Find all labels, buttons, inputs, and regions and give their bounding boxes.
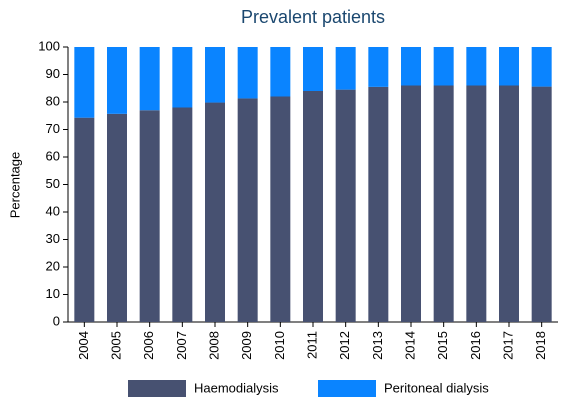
bar-segment (107, 47, 127, 114)
bar-segment (237, 98, 258, 322)
y-tick-label: 100 (38, 38, 60, 53)
x-tick-label: 2004 (76, 331, 91, 360)
y-tick-label: 50 (46, 176, 60, 191)
bar-segment (205, 102, 225, 322)
x-tick-label: 2016 (468, 331, 483, 360)
y-tick-label: 90 (46, 66, 60, 81)
bar-segment (270, 47, 291, 97)
x-tick-label: 2010 (272, 331, 287, 360)
bar-segment (433, 85, 454, 322)
legend-label: Haemodialysis (194, 380, 279, 395)
legend-swatch (128, 380, 186, 397)
x-tick-label: 2007 (174, 331, 189, 360)
x-tick-label: 2013 (370, 331, 385, 360)
bar-segment (74, 117, 95, 322)
y-tick-label: 80 (46, 93, 60, 108)
x-tick-label: 2009 (239, 331, 254, 360)
x-tick-label: 2018 (533, 331, 548, 360)
bar-segment (531, 47, 552, 87)
legend-swatch (318, 380, 376, 397)
bar-segment (368, 86, 389, 322)
x-tick-label: 2008 (206, 331, 221, 360)
bar-segment (466, 85, 487, 322)
bar-segment (433, 47, 454, 86)
y-tick-label: 30 (46, 231, 60, 246)
y-tick-label: 0 (53, 313, 60, 328)
bar-segment (499, 85, 519, 322)
bar-segment (401, 47, 421, 86)
bar-segment (172, 107, 193, 322)
bar-segment (107, 113, 127, 322)
bar-segment (172, 47, 193, 108)
bar-segment (139, 47, 160, 111)
x-tick-label: 2014 (402, 331, 417, 360)
y-tick-label: 70 (46, 121, 60, 136)
x-tick-label: 2005 (108, 331, 123, 360)
x-tick-label: 2006 (141, 331, 156, 360)
y-tick-label: 40 (46, 203, 60, 218)
bar-segment (335, 47, 356, 90)
bar-segment (335, 89, 356, 322)
bar-segment (466, 47, 487, 86)
bar-segment (401, 85, 421, 322)
y-tick-label: 10 (46, 286, 60, 301)
bar-segment (139, 110, 160, 322)
bar-segment (237, 47, 258, 99)
bar-segment (499, 47, 519, 86)
x-tick-label: 2015 (435, 331, 450, 360)
bar-segment (368, 47, 389, 87)
x-tick-label: 2017 (500, 331, 515, 360)
y-tick-label: 60 (46, 148, 60, 163)
x-tick-label: 2012 (337, 331, 352, 360)
bar-segment (270, 96, 291, 322)
y-tick-label: 20 (46, 258, 60, 273)
bar-segment (74, 47, 95, 118)
chart-title: Prevalent patients (241, 7, 385, 27)
bar-segment (303, 47, 323, 91)
legend-label: Peritoneal dialysis (384, 380, 489, 395)
bar-segment (303, 91, 323, 322)
bar-segment (531, 86, 552, 322)
x-tick-label: 2011 (304, 331, 319, 359)
bar-segment (205, 47, 225, 103)
y-axis-label: Percentage (7, 152, 22, 219)
